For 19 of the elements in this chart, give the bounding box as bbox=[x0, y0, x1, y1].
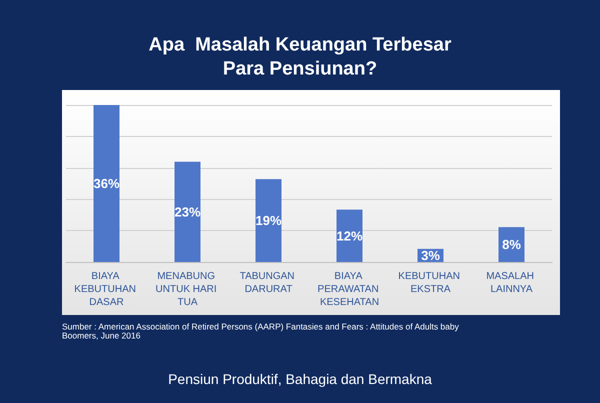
bar bbox=[174, 162, 200, 262]
text: Pensiun Produktif, Bahagia dan Bermakna bbox=[168, 371, 432, 387]
data-label: 8% bbox=[502, 237, 522, 252]
x-tick-label: KEBUTUHAN EKSTRA bbox=[398, 271, 463, 295]
x-tick-label: TABUNGAN DARURAT bbox=[240, 271, 298, 295]
data-label: 23% bbox=[174, 204, 201, 220]
bar bbox=[336, 210, 362, 262]
data-label: 36% bbox=[93, 176, 120, 191]
x-tick-label: BIAYA PERAWATAN KESEHATAN bbox=[318, 271, 382, 308]
chart-title: Apa Masalah Keuangan Terbesar Para Pensiunan? bbox=[148, 34, 452, 80]
data-label: 12% bbox=[336, 228, 363, 244]
x-tick-label: MENABUNG UNTUK HARI TUA bbox=[156, 271, 220, 308]
data-label: 19% bbox=[255, 213, 282, 228]
data-label: 3% bbox=[421, 248, 440, 263]
bar bbox=[256, 179, 282, 262]
x-tick-label: MASALAH LAINNYA bbox=[486, 271, 537, 295]
bar bbox=[94, 105, 120, 262]
text: Sumber : American Association of Retired Persons (AARP) Fantasies and Fears : Attitudes of Adults baby Boomers, June 2016 bbox=[62, 322, 462, 340]
x-tick-label: BIAYA KEBUTUHAN DASAR bbox=[74, 271, 139, 308]
